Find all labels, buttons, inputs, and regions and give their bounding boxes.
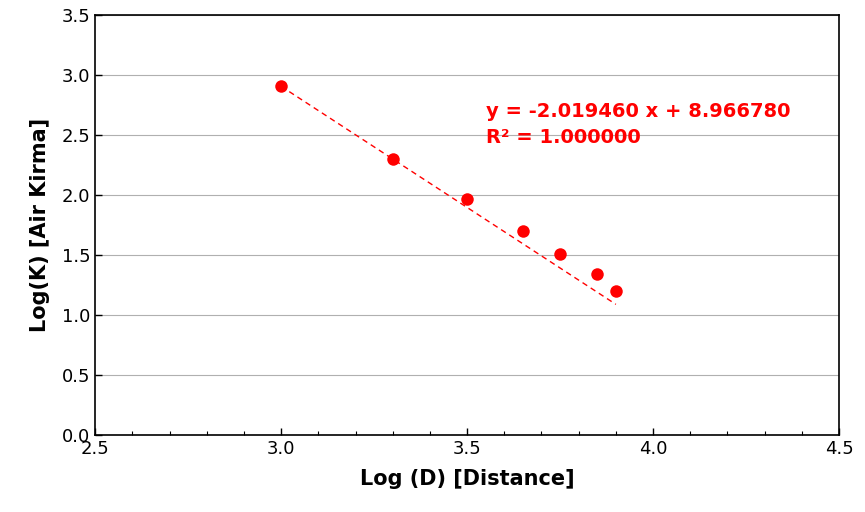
X-axis label: Log (D) [Distance]: Log (D) [Distance]	[360, 469, 574, 489]
Point	[609, 287, 623, 295]
Point	[590, 270, 604, 279]
Point	[516, 227, 529, 236]
Y-axis label: Log(K) [Air Kirma]: Log(K) [Air Kirma]	[30, 118, 50, 332]
Point	[554, 250, 567, 258]
Point	[460, 195, 474, 203]
Point	[274, 82, 288, 90]
Text: y = -2.019460 x + 8.966780: y = -2.019460 x + 8.966780	[485, 102, 791, 121]
Text: R² = 1.000000: R² = 1.000000	[485, 128, 640, 147]
Point	[386, 155, 400, 163]
